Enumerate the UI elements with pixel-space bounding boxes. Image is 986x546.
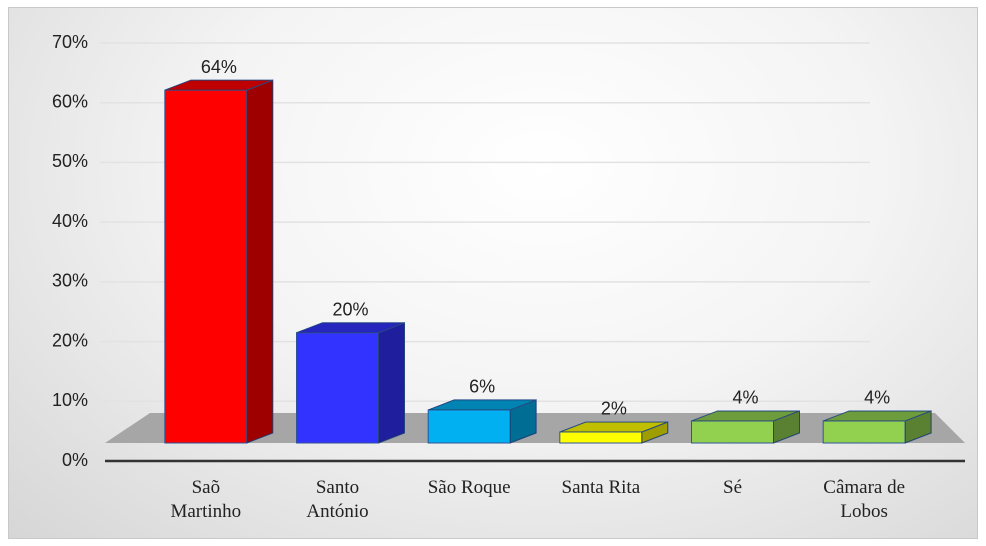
- bar: [427, 399, 537, 444]
- x-tick-label: Sé: [723, 477, 742, 498]
- data-label: 64%: [201, 57, 237, 77]
- bar-top-shade: [164, 80, 273, 91]
- y-tick-label: 50%: [52, 151, 88, 171]
- bar-top: [822, 410, 932, 422]
- bar-front: [822, 420, 906, 444]
- bar-side-shade: [246, 80, 273, 443]
- y-tick-label: 0%: [62, 450, 88, 470]
- bar-side-shade: [510, 399, 537, 443]
- bar-front: [164, 89, 248, 444]
- data-label: 2%: [601, 399, 627, 419]
- y-tick-label: 60%: [52, 91, 88, 111]
- y-tick-label: 10%: [52, 390, 88, 410]
- data-label: 4%: [732, 388, 758, 408]
- x-tick-label: Saõ Martinho: [170, 477, 242, 522]
- bar-top: [296, 322, 405, 334]
- y-tick-label: 40%: [52, 211, 88, 231]
- bar-top: [559, 421, 669, 433]
- bar-top: [691, 410, 800, 422]
- y-tick-label: 30%: [52, 271, 88, 291]
- bar-top: [164, 79, 274, 91]
- bar-front: [427, 409, 511, 444]
- y-tick-label: 20%: [52, 330, 88, 350]
- bar: [691, 410, 800, 444]
- bar-top-shade: [559, 421, 668, 432]
- bar-front: [559, 431, 643, 444]
- bar-top-shade: [296, 322, 405, 333]
- x-tick-label: São Roque: [427, 477, 511, 498]
- bar: [164, 79, 274, 444]
- x-tick-label: Santo António: [306, 477, 369, 522]
- data-label: 4%: [864, 388, 890, 408]
- bar-front: [691, 420, 774, 444]
- bar-top-shade: [428, 399, 537, 410]
- bar: [822, 410, 932, 444]
- x-tick-label: Santa Rita: [561, 477, 641, 498]
- y-tick-label: 70%: [52, 32, 88, 52]
- bar: [559, 421, 669, 444]
- bar-top-shade: [691, 410, 800, 421]
- bar: [296, 321, 405, 444]
- bar-top-shade: [823, 410, 932, 421]
- data-label: 6%: [469, 377, 495, 397]
- bar-side-shade: [378, 322, 405, 443]
- bar-front: [296, 332, 379, 444]
- x-tick-label: Câmara de Lobos: [823, 477, 906, 522]
- bar-side-shade: [641, 421, 668, 443]
- data-label: 20%: [332, 299, 368, 319]
- bar-top: [427, 399, 537, 411]
